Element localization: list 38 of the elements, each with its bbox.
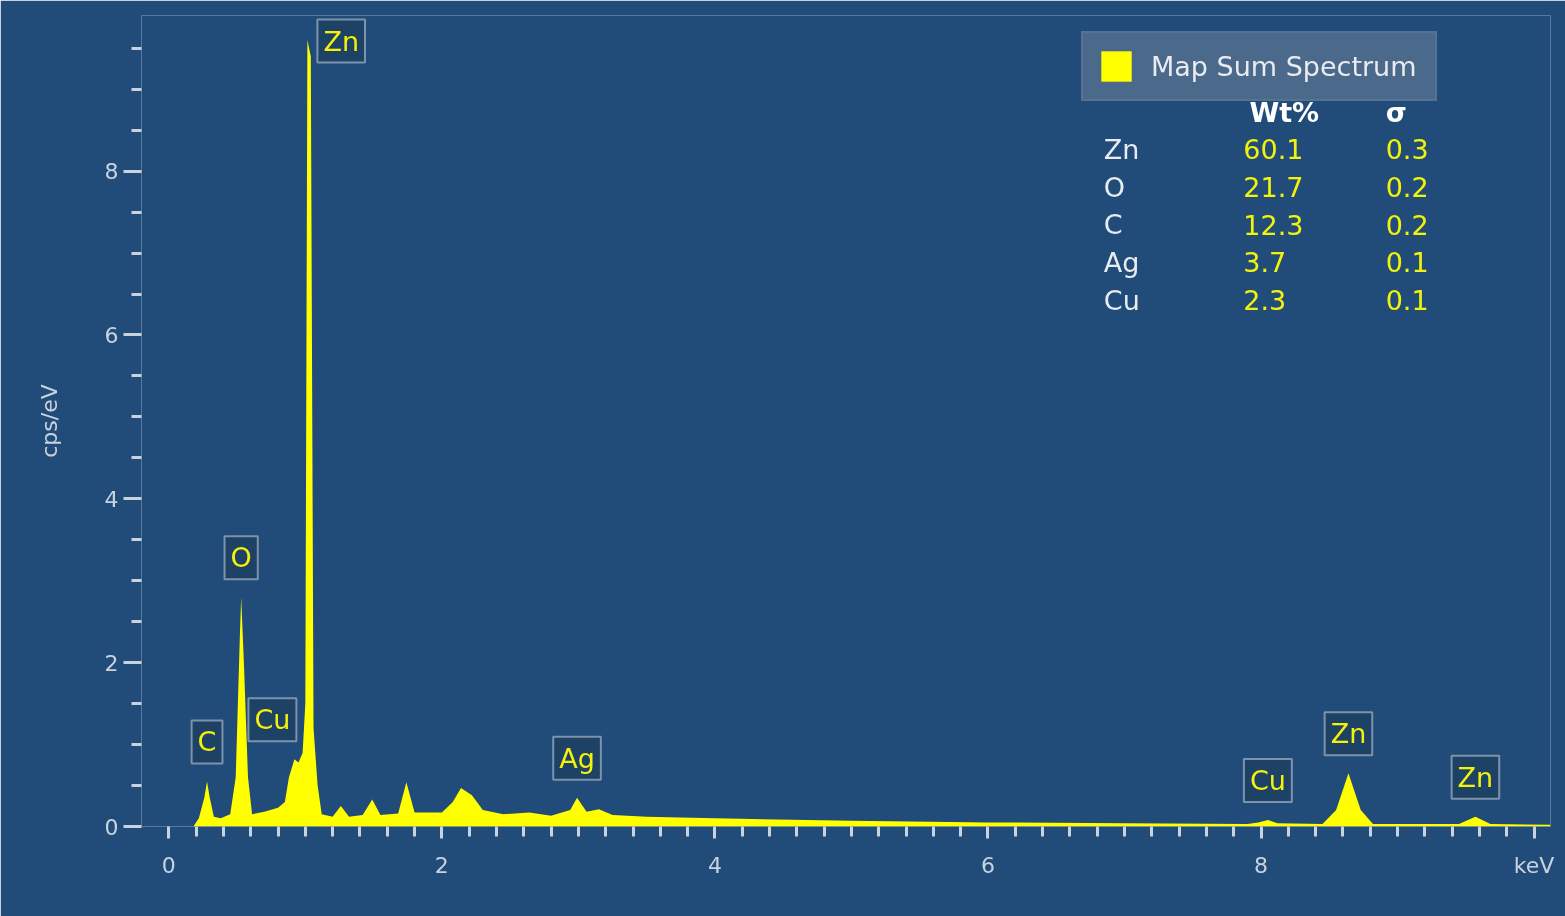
y-tick-label: 8 — [104, 159, 119, 185]
y-tick-label: 6 — [104, 322, 119, 348]
annotation: C — [1103, 209, 1123, 241]
y-axis-title: cps/eV — [36, 384, 62, 458]
annotation: 21.7 — [1243, 172, 1304, 204]
legend-label: Map Sum Spectrum — [1151, 50, 1418, 82]
annotation: 0.3 — [1385, 134, 1429, 166]
x-tick-label: 6 — [980, 852, 995, 878]
annotation: Zn — [1330, 718, 1367, 750]
annotation: O — [230, 542, 252, 574]
annotation: Cu — [1249, 764, 1286, 796]
annotation: 2.3 — [1243, 285, 1287, 317]
annotation: Cu — [1103, 284, 1140, 316]
annotation: Cu — [254, 704, 291, 736]
annotation: Zn — [323, 25, 359, 57]
y-tick-label: 0 — [104, 814, 119, 840]
x-tick-label: 8 — [1254, 852, 1269, 878]
annotation: 0.1 — [1385, 285, 1429, 317]
annotation: 60.1 — [1243, 134, 1304, 166]
y-tick-label: 4 — [104, 486, 119, 512]
x-tick-label: 0 — [161, 852, 176, 878]
annotation: 0.2 — [1385, 172, 1429, 204]
x-tick-label: keV — [1513, 852, 1555, 878]
annotation: C — [197, 726, 217, 758]
annotation: O — [1103, 171, 1126, 203]
x-tick-label: 2 — [434, 852, 449, 878]
annotation: σ — [1385, 97, 1407, 129]
annotation: Ag — [559, 742, 595, 774]
annotation: 0.2 — [1385, 209, 1429, 241]
y-tick-label: 2 — [104, 650, 119, 676]
annotation: Zn — [1457, 761, 1494, 793]
annotation: 3.7 — [1243, 247, 1287, 279]
annotation: 0.1 — [1385, 247, 1429, 279]
annotation: 12.3 — [1243, 209, 1304, 241]
annotation: Wt% — [1249, 97, 1320, 129]
annotation: Ag — [1103, 246, 1140, 278]
x-tick-label: 4 — [707, 852, 722, 878]
annotation: Zn — [1103, 133, 1140, 165]
